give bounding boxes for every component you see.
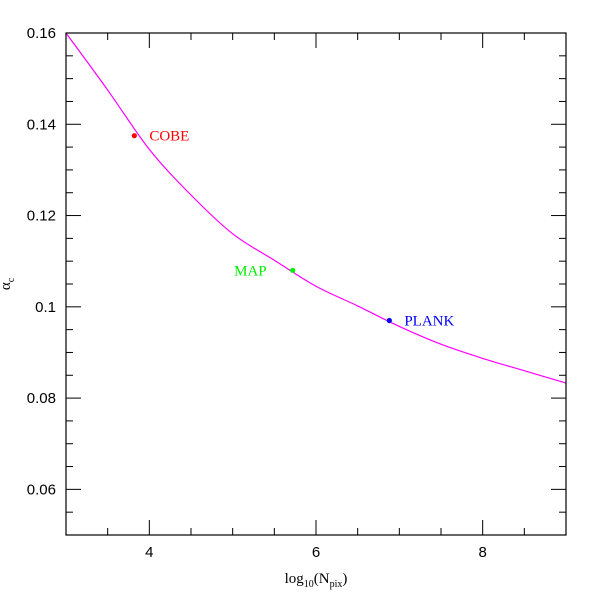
series-line (65, 32, 567, 384)
x-tick-label: 8 (478, 544, 486, 561)
x-tick-label: 6 (312, 544, 320, 561)
y-axis-label-base: α (0, 282, 14, 290)
data-point-map (290, 267, 296, 273)
x-tick-label: 4 (145, 544, 153, 561)
x-axis-label: log10(Npix) (285, 571, 348, 590)
y-tick-label: 0.12 (27, 208, 56, 225)
y-tick-label: 0.06 (27, 481, 56, 498)
point-label-map: MAP (234, 263, 267, 279)
point-label-cobe: COBE (149, 129, 189, 145)
data-point-cobe (131, 133, 137, 139)
y-axis-label-sub: c (6, 277, 17, 282)
x-axis-label-base: log (285, 571, 305, 587)
data-point-plank (386, 317, 392, 324)
x-axis-label-end: ) (342, 571, 347, 587)
axis-ticks (65, 32, 567, 536)
y-axis-label: αc (0, 277, 17, 290)
x-axis-label-sub1: 10 (304, 579, 314, 590)
x-axis-label-sub2: pix (330, 579, 343, 590)
tick-labels: 4 6 8 0.06 0.08 0.1 0.12 0.14 0.16 (27, 25, 487, 561)
y-tick-label: 0.08 (27, 390, 56, 407)
point-label-plank: PLANK (404, 314, 454, 330)
y-tick-label: 0.14 (27, 116, 56, 133)
y-tick-label: 0.16 (27, 25, 56, 42)
plot-frame (65, 32, 567, 536)
x-axis-label-mid: (N (314, 571, 330, 587)
y-tick-label: 0.1 (35, 299, 56, 316)
data-points: COBE MAP PLANK (131, 129, 455, 330)
